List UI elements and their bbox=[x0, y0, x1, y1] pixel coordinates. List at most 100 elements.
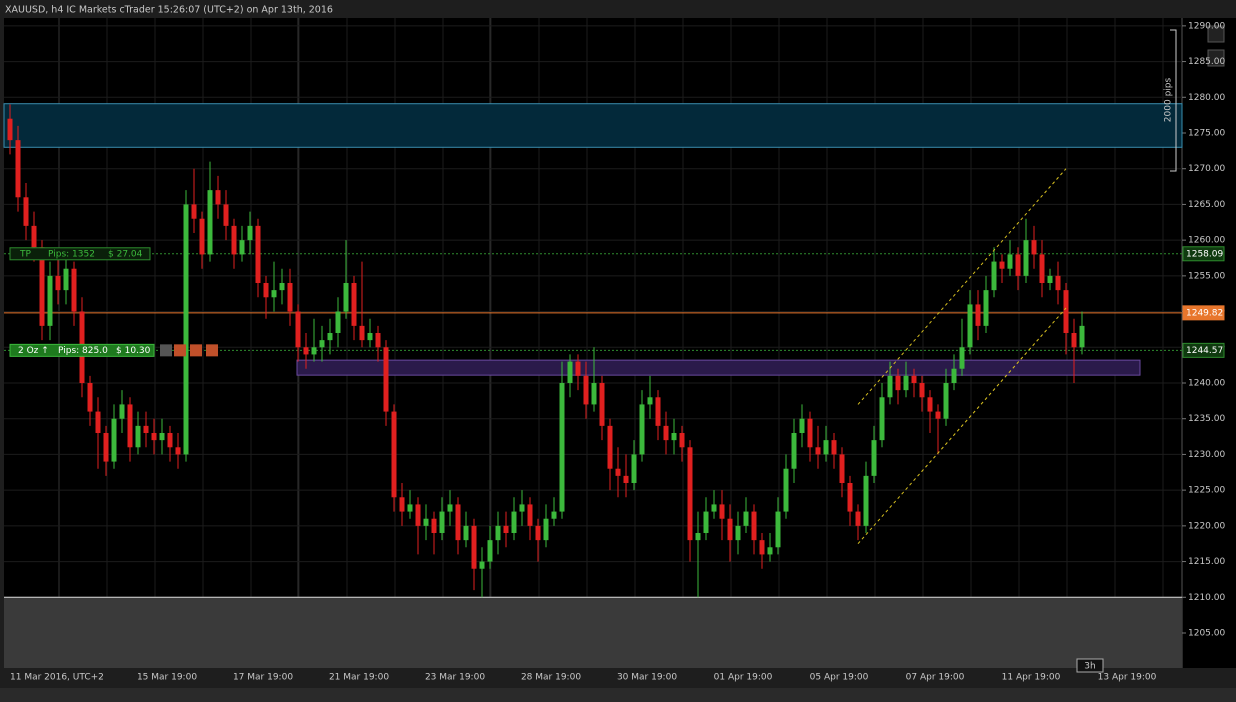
candle-body bbox=[471, 525, 477, 569]
candle-body bbox=[263, 283, 269, 298]
candle-body bbox=[239, 240, 245, 255]
trade-button[interactable] bbox=[206, 344, 218, 357]
candle-body bbox=[87, 383, 93, 412]
candle-body bbox=[895, 375, 901, 391]
candle-body bbox=[343, 283, 349, 312]
candle-body bbox=[527, 504, 533, 526]
candle-body bbox=[295, 311, 301, 348]
candle-body bbox=[7, 118, 13, 141]
tp-pips: Pips: 1352 bbox=[48, 249, 95, 259]
timer-badge bbox=[1076, 658, 1104, 673]
stop-region bbox=[4, 597, 1182, 668]
candle-body bbox=[447, 504, 453, 512]
candle-body bbox=[63, 268, 69, 291]
candle-body bbox=[111, 418, 117, 462]
candle-body bbox=[943, 383, 949, 419]
y-tick-label: 1235.00 bbox=[1188, 414, 1225, 424]
candle-body bbox=[311, 347, 317, 355]
entry-pips: Pips: 825.0 bbox=[58, 346, 108, 356]
candle-body bbox=[919, 383, 925, 398]
candle-body bbox=[799, 418, 805, 433]
candle-body bbox=[39, 247, 45, 326]
candle-body bbox=[127, 404, 133, 448]
candle-body bbox=[639, 404, 645, 455]
candle-body bbox=[831, 440, 837, 455]
candle-body bbox=[959, 347, 965, 369]
candle-body bbox=[55, 275, 61, 291]
entry-box bbox=[9, 343, 155, 357]
popout-button[interactable] bbox=[1207, 25, 1225, 43]
candle-body bbox=[119, 404, 125, 419]
y-tick-label: 1285.00 bbox=[1188, 57, 1225, 67]
candle-body bbox=[167, 433, 173, 448]
channel-line bbox=[857, 307, 1067, 545]
entry-label: 2 Oz ↑ bbox=[18, 346, 49, 356]
candle-body bbox=[951, 368, 957, 383]
candle-body bbox=[1063, 290, 1069, 333]
candle-body bbox=[223, 204, 229, 226]
candle-body bbox=[399, 497, 405, 512]
candle-body bbox=[823, 440, 829, 455]
candle-body bbox=[855, 511, 861, 526]
level-label: 1249.82 bbox=[1186, 308, 1223, 318]
candle-body bbox=[495, 525, 501, 541]
candle-body bbox=[911, 375, 917, 383]
y-tick-label: 1280.00 bbox=[1188, 93, 1225, 103]
scrollbar[interactable] bbox=[0, 688, 1236, 702]
trade-button[interactable] bbox=[174, 344, 186, 357]
candle-body bbox=[935, 411, 941, 419]
zone bbox=[3, 103, 1183, 148]
candle-body bbox=[391, 411, 397, 498]
candle-body bbox=[655, 397, 661, 426]
candle-body bbox=[1047, 275, 1053, 283]
candle-body bbox=[719, 504, 725, 519]
candle-body bbox=[1079, 325, 1085, 348]
candle-body bbox=[71, 268, 77, 312]
candle-body bbox=[687, 447, 693, 541]
candle-body bbox=[1015, 254, 1021, 276]
candle-body bbox=[751, 511, 757, 541]
candle-body bbox=[47, 275, 53, 326]
candle-body bbox=[967, 304, 973, 348]
y-tick-label: 1215.00 bbox=[1188, 557, 1225, 567]
candle-body bbox=[183, 204, 189, 455]
level-badge bbox=[1182, 342, 1225, 358]
candle-body bbox=[975, 304, 981, 326]
candle-body bbox=[455, 504, 461, 541]
candle-body bbox=[1071, 333, 1077, 348]
candle-body bbox=[591, 383, 597, 405]
candle-body bbox=[199, 218, 205, 255]
y-tick-label: 1225.00 bbox=[1188, 486, 1225, 496]
screenshot-button[interactable] bbox=[1207, 49, 1225, 67]
candle-body bbox=[599, 383, 605, 426]
candle-body bbox=[439, 511, 445, 533]
candle-body bbox=[567, 361, 573, 383]
tp-money: $ 27.04 bbox=[108, 249, 143, 259]
candle-body bbox=[743, 511, 749, 526]
candle-body bbox=[135, 425, 141, 448]
candle-body bbox=[207, 190, 213, 255]
candle-body bbox=[415, 504, 421, 526]
x-tick-label: 17 Mar 19:00 bbox=[233, 673, 293, 683]
candle-body bbox=[431, 518, 437, 533]
candle-body bbox=[559, 383, 565, 512]
x-tick-label: 15 Mar 19:00 bbox=[137, 673, 197, 683]
trade-button[interactable] bbox=[190, 344, 202, 357]
candle-body bbox=[423, 518, 429, 526]
trade-button[interactable] bbox=[160, 344, 172, 357]
candle-body bbox=[679, 433, 685, 448]
y-tick-label: 1260.00 bbox=[1188, 236, 1225, 246]
candle-body bbox=[839, 454, 845, 483]
candle-body bbox=[375, 333, 381, 348]
candle-body bbox=[583, 375, 589, 405]
candle-body bbox=[319, 340, 325, 348]
timer: 3h bbox=[1084, 662, 1095, 672]
y-tick-label: 1230.00 bbox=[1188, 450, 1225, 460]
candle-body bbox=[1023, 240, 1029, 276]
candle-body bbox=[647, 397, 653, 405]
y-tick-label: 1240.00 bbox=[1188, 379, 1225, 389]
tp-label: TP bbox=[19, 249, 31, 259]
x-tick-label: 28 Mar 19:00 bbox=[521, 673, 581, 683]
candle-body bbox=[815, 447, 821, 455]
candle-body bbox=[775, 511, 781, 548]
